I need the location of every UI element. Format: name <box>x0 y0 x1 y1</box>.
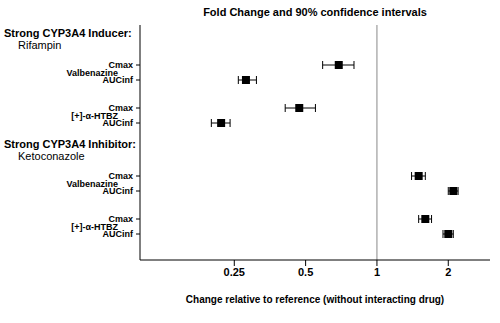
svg-text:Change relative to reference (: Change relative to reference (without in… <box>186 294 444 305</box>
html-text:Fold Change and 90% confidence: Fold Change and 90% confidence intervals <box>203 6 427 18</box>
svg-text:Ketoconazole: Ketoconazole <box>18 150 85 162</box>
svg-text:AUCinf: AUCinf <box>103 229 134 239</box>
svg-text:[+]-α-HTBZ: [+]-α-HTBZ <box>71 221 118 232</box>
svg-text:2: 2 <box>445 266 451 278</box>
svg-text:1: 1 <box>374 266 380 278</box>
svg-text:[+]-α-HTBZ: [+]-α-HTBZ <box>71 110 118 121</box>
svg-text:AUCinf: AUCinf <box>103 118 134 128</box>
svg-text:Cmax: Cmax <box>108 103 133 113</box>
svg-text:Valbenazine: Valbenazine <box>66 67 118 78</box>
svg-text:AUCinf: AUCinf <box>103 75 134 85</box>
svg-text:Strong CYP3A4 Inhibitor:: Strong CYP3A4 Inhibitor: <box>8 138 136 150</box>
svg-text:0.25: 0.25 <box>224 266 245 278</box>
svg-text:AUCinf: AUCinf <box>103 186 134 196</box>
svg-text:Cmax: Cmax <box>108 214 133 224</box>
svg-text:0.5: 0.5 <box>298 266 313 278</box>
svg-text:Strong CYP3A4 Inducer:: Strong CYP3A4 Inducer: <box>8 27 132 39</box>
svg-text:Cmax: Cmax <box>108 171 133 181</box>
svg-text:Rifampin: Rifampin <box>18 39 61 51</box>
svg-text:Cmax: Cmax <box>108 60 133 70</box>
svg-text:Valbenazine: Valbenazine <box>66 178 118 189</box>
